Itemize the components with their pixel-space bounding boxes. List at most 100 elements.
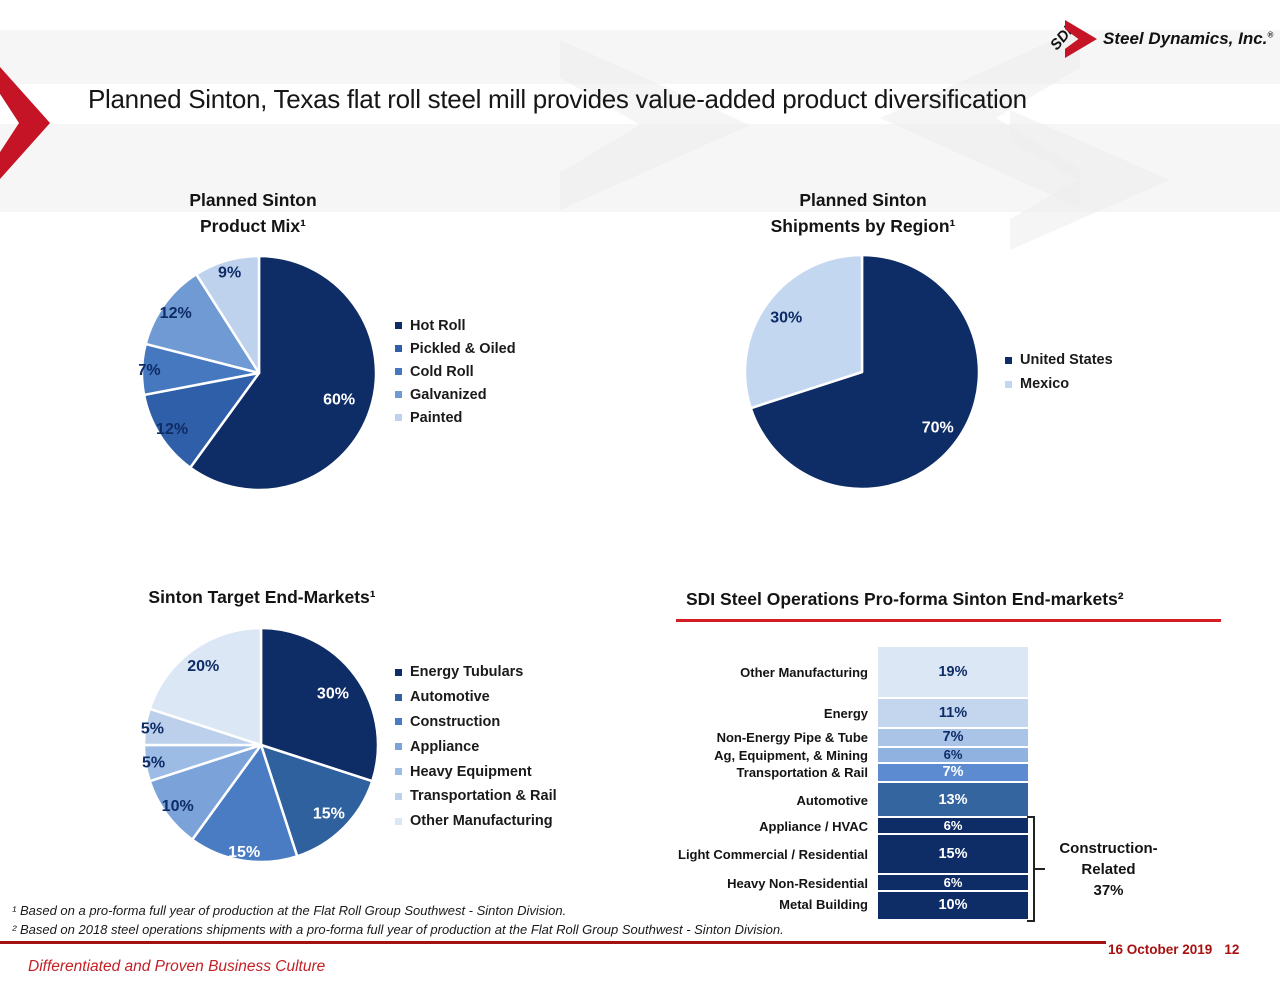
legend-label: United States [1020, 352, 1113, 368]
legend-item-hot-roll: Hot Roll [395, 314, 516, 337]
bar-value-other-manufacturing: 19% [938, 663, 968, 680]
legend-swatch-icon [395, 743, 402, 751]
bar-label-non-energy-pipe-tube: Non-Energy Pipe & Tube [716, 730, 868, 746]
pie-label-other-manufacturing: 20% [187, 658, 219, 675]
legend-item-heavy-equipment: Heavy Equipment [395, 759, 557, 784]
bar-segment-light-commercial-residential: 15% [878, 834, 1028, 876]
legend-swatch-icon [395, 668, 402, 676]
footer-motto: Differentiated and Proven Business Cultu… [28, 958, 326, 975]
legend-swatch-icon [395, 718, 402, 726]
bar-segment-automotive: 13% [878, 782, 1028, 819]
legend-item-mexico: Mexico [1005, 372, 1113, 396]
pie-label-pickled-oiled: 12% [156, 421, 188, 438]
legend-label: Automotive [410, 689, 490, 706]
shipments-legend: United States Mexico [1005, 348, 1113, 396]
bar-value-light-commercial-residential: 15% [938, 846, 968, 863]
legend-label: Energy Tubulars [410, 664, 524, 681]
shipments-title-line1: Planned Sinton [799, 190, 927, 210]
bar-value-appliance-hvac: 6% [943, 817, 963, 833]
pie-label-appliance: 10% [162, 798, 194, 815]
pie-label-galvanized: 12% [160, 305, 192, 322]
pie-slice-painted [195, 254, 261, 375]
company-name-text: Steel Dynamics, Inc. [1103, 29, 1268, 48]
legend-label: Galvanized [410, 386, 487, 403]
bar-label-metal-building: Metal Building [779, 897, 868, 913]
product-mix-title-line1: Planned Sinton [189, 190, 317, 210]
legend-swatch-icon [395, 768, 402, 776]
legend-swatch-icon [395, 345, 402, 352]
legend-label: Transportation & Rail [410, 788, 557, 805]
shipments-title: Planned Sinton Shipments by Region¹ [742, 187, 984, 239]
end-markets-legend: Energy Tubulars Automotive Construction App… [395, 660, 557, 834]
footer-date-block: 16 October 2019 12 [1108, 942, 1258, 957]
pie-slice-construction [190, 743, 299, 864]
legend-label: Hot Roll [410, 317, 466, 334]
bar-value-automotive: 13% [938, 791, 968, 808]
footnote-1: ¹ Based on a pro-forma full year of prod… [12, 903, 567, 918]
pie-label-automotive: 15% [313, 805, 345, 822]
bar-label-heavy-non-residential: Heavy Non-Residential [727, 875, 868, 891]
pie-slice-other-manufacturing [148, 626, 263, 747]
product-mix-pie-chart: 60% 12% 7% 12% 9% [139, 254, 378, 492]
construction-related-line1: Construction- [1059, 840, 1158, 857]
legend-swatch-icon [1005, 380, 1012, 388]
legend-swatch-icon [395, 817, 402, 825]
pie-slice-mexico [743, 253, 864, 410]
legend-label: Heavy Equipment [410, 763, 532, 780]
bar-segment-metal-building: 10% [878, 891, 1028, 919]
proforma-title: SDI Steel Operations Pro-forma Sinton En… [686, 589, 1124, 609]
page-number: 12 [1224, 942, 1240, 957]
footer-rule [0, 941, 1106, 944]
bar-label-light-commercial-residential: Light Commercial / Residential [678, 847, 868, 863]
legend-item-transportation-rail: Transportation & Rail [395, 784, 557, 809]
bar-value-ag-equipment-mining: 6% [943, 747, 963, 763]
legend-label: Appliance [410, 738, 480, 755]
construction-related-line2: Related [1081, 861, 1136, 878]
legend-item-painted: Painted [395, 406, 516, 429]
bar-value-heavy-non-residential: 6% [943, 875, 963, 891]
legend-item-construction: Construction [395, 710, 557, 735]
product-mix-legend: Hot Roll Pickled & Oiled Cold Roll Galvaniz… [395, 314, 516, 429]
target-end-markets-pie-chart: 30% 15% 15% 10% 5% 5% 20% [141, 626, 380, 864]
bar-segment-energy: 11% [878, 698, 1028, 729]
legend-item-energy-tubulars: Energy Tubulars [395, 660, 557, 685]
legend-item-united-states: United States [1005, 348, 1113, 372]
legend-label: Painted [410, 409, 463, 426]
bar-segment-heavy-non-residential: 6% [878, 875, 1028, 892]
bar-label-transportation-rail: Transportation & Rail [736, 765, 868, 781]
construction-related-value: 37% [1093, 882, 1124, 899]
pie-label-transportation-rail: 5% [141, 720, 164, 737]
bar-label-automotive: Automotive [796, 792, 869, 808]
construction-related-bracket [1027, 816, 1045, 922]
pie-label-painted: 9% [218, 264, 241, 281]
pie-label-hot-roll: 60% [323, 392, 355, 409]
footnote-2: ² Based on 2018 steel operations shipmen… [12, 922, 784, 937]
legend-item-galvanized: Galvanized [395, 383, 516, 406]
bar-label-ag-equipment-mining: Ag, Equipment, & Mining [714, 747, 868, 763]
pie-label-mexico: 30% [770, 310, 802, 327]
pie-label-energy-tubulars: 30% [317, 685, 349, 702]
slide-title: Planned Sinton, Texas flat roll steel mi… [88, 84, 1027, 114]
legend-swatch-icon [1005, 356, 1012, 364]
pie-label-heavy-equipment: 5% [142, 755, 165, 772]
slide-date: 16 October 2019 [1108, 942, 1213, 957]
bar-segment-other-manufacturing: 19% [878, 647, 1028, 699]
bar-value-energy: 11% [938, 704, 968, 721]
bar-label-energy: Energy [823, 705, 868, 721]
proforma-title-underline [676, 619, 1221, 622]
registered-mark: ® [1267, 30, 1274, 40]
product-mix-title: Planned Sinton Product Mix¹ [133, 187, 373, 239]
legend-label: Other Manufacturing [410, 813, 553, 830]
stacked-bar-column: 19% 11% 7% 6% 7% 13% 6% 15% 6% 10% [878, 647, 1028, 919]
end-markets-title: Sinton Target End-Markets¹ [148, 587, 376, 607]
legend-label: Pickled & Oiled [410, 340, 516, 357]
bar-segment-non-energy-pipe-tube: 7% [878, 728, 1028, 748]
bar-value-non-energy-pipe-tube: 7% [942, 729, 964, 746]
legend-item-other-manufacturing: Other Manufacturing [395, 809, 557, 834]
construction-related-label: Construction- Related 37% [1046, 838, 1171, 901]
stacked-bar-labels: Other Manufacturing Energy Non-Energy Pipe… [550, 647, 868, 919]
pie-label-cold-roll: 7% [139, 362, 161, 379]
pie-label-united-states: 70% [922, 420, 954, 437]
shipments-title-line2: Shipments by Region¹ [770, 216, 956, 236]
